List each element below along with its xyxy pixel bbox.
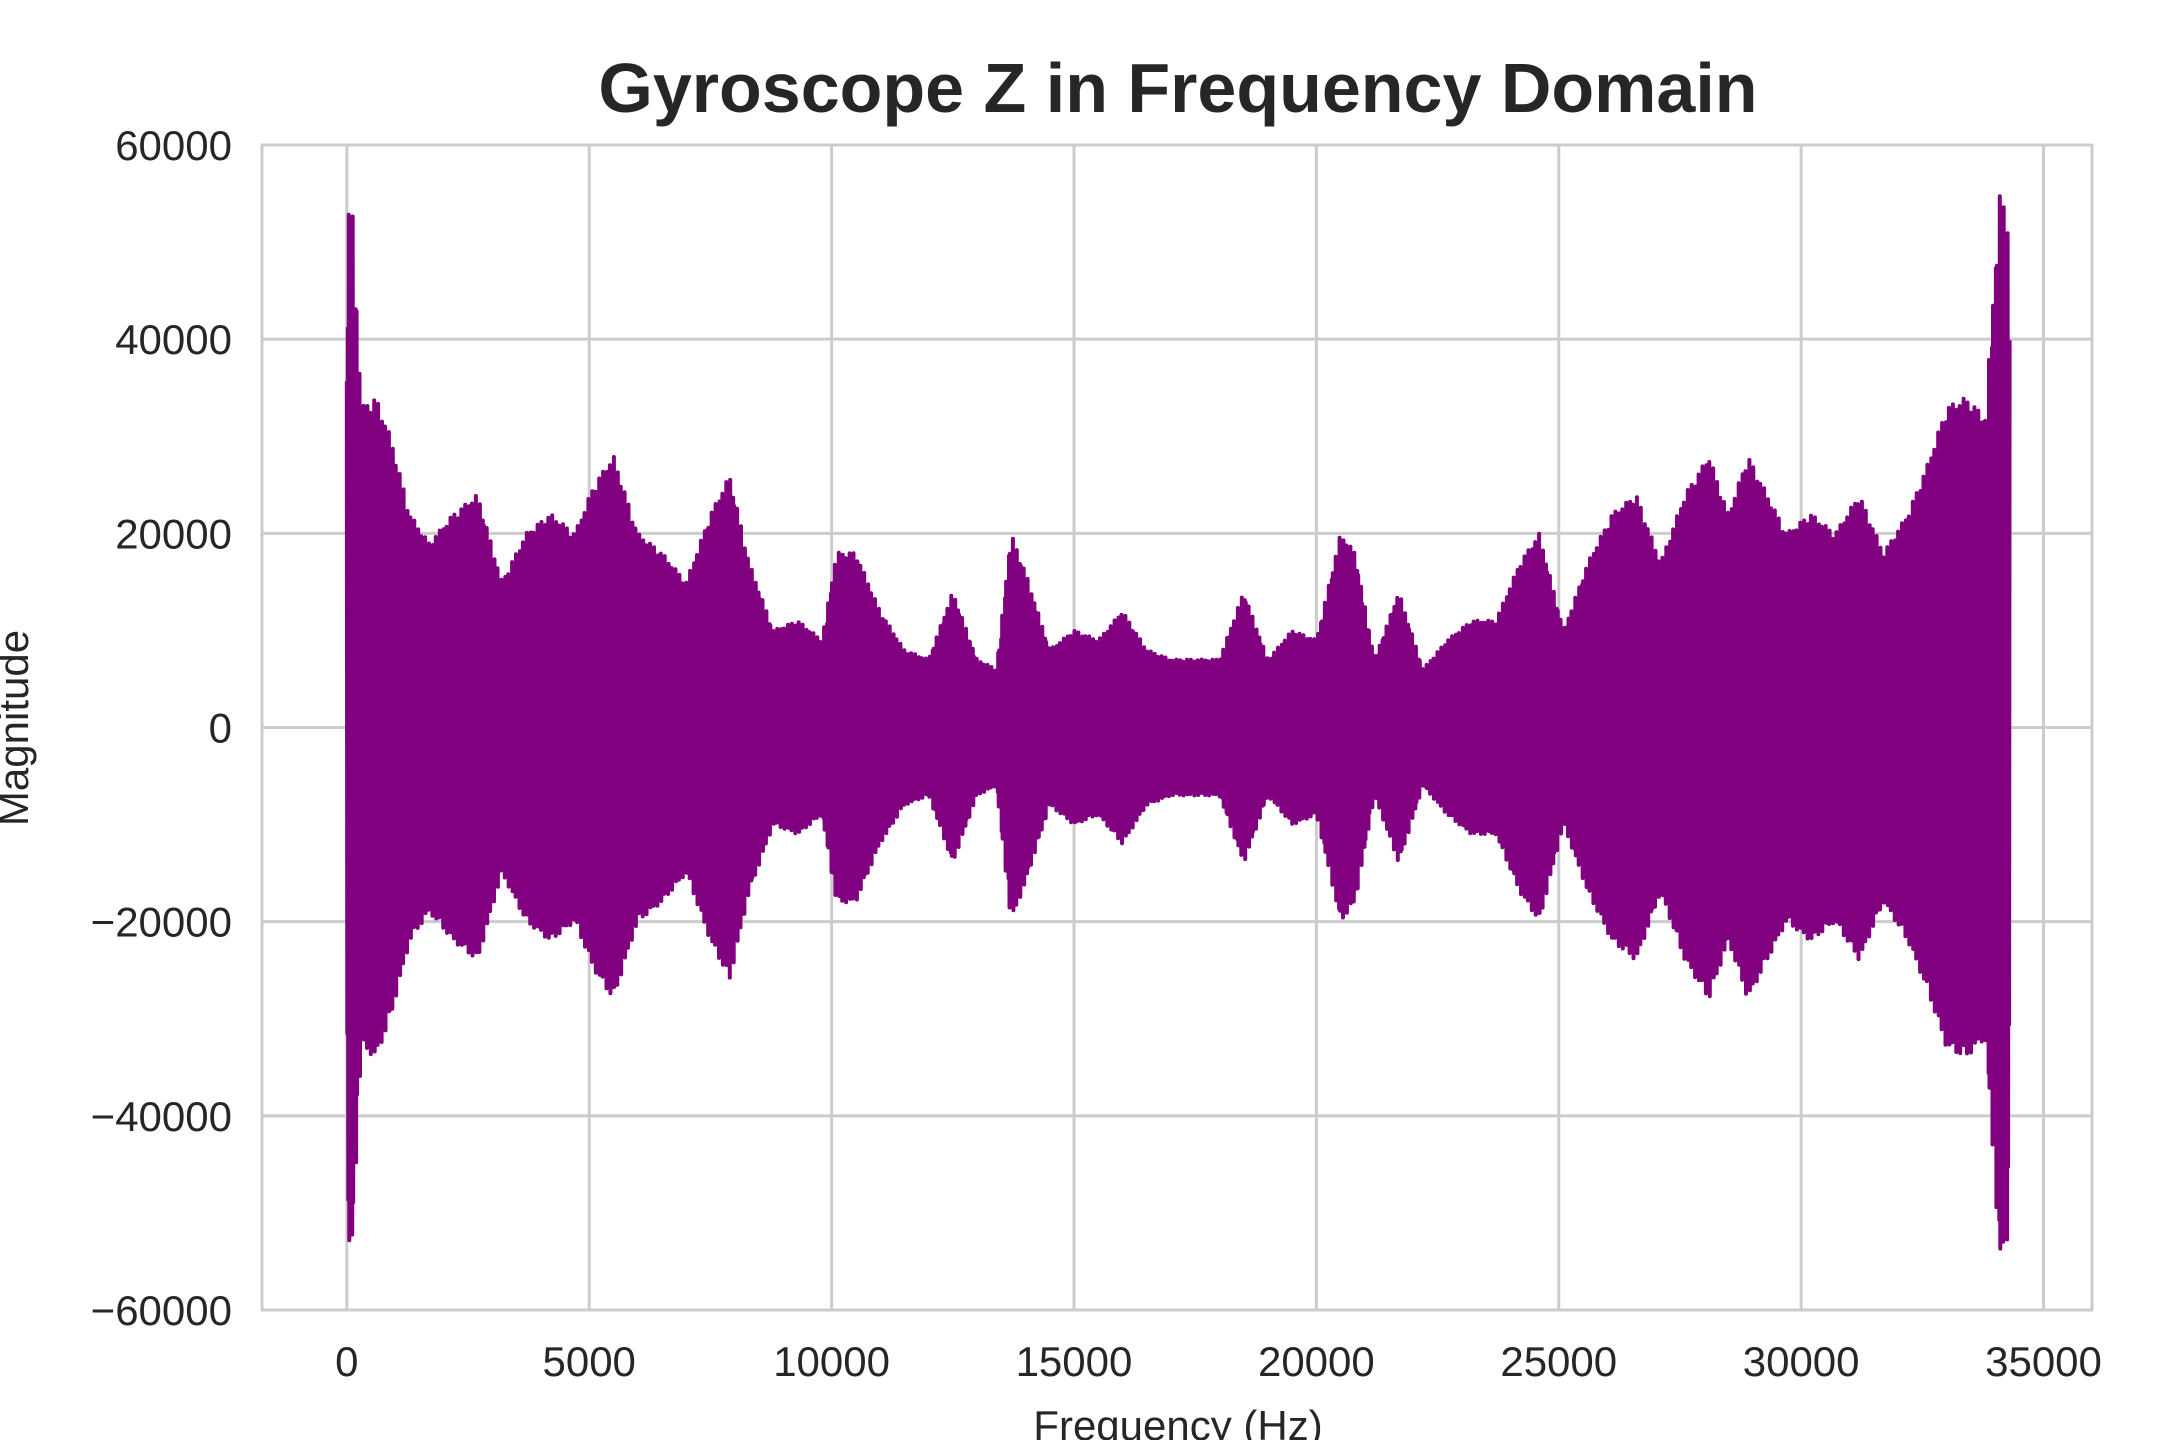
y-tick-label: −60000 [91,1287,232,1334]
y-tick-label: −20000 [91,899,232,946]
series-line [344,194,2012,1251]
x-tick-label: 35000 [1985,1338,2102,1385]
x-tick-label: 15000 [1016,1338,1133,1385]
x-tick-label: 20000 [1258,1338,1375,1385]
series-group [344,194,2012,1251]
y-tick-labels: −60000 −40000 −20000 0 20000 40000 60000 [91,122,232,1334]
x-tick-label: 25000 [1500,1338,1617,1385]
y-tick-label: 60000 [115,122,232,169]
x-axis-label: Frequency (Hz) [1033,1402,1322,1440]
plot-frame [260,143,2094,1312]
x-tick-label: 10000 [773,1338,890,1385]
y-tick-label: 40000 [115,316,232,363]
x-tick-label: 30000 [1743,1338,1860,1385]
y-axis-label: Magnitude [0,630,37,826]
x-tick-label: 0 [335,1338,358,1385]
y-tick-label: −40000 [91,1093,232,1140]
chart-title: Gyroscope Z in Frequency Domain [598,49,1757,127]
y-tick-label: 0 [209,705,232,752]
y-tick-label: 20000 [115,510,232,557]
x-tick-labels: 0 5000 10000 15000 20000 25000 30000 35000 [335,1338,2102,1385]
x-tick-label: 5000 [542,1338,635,1385]
